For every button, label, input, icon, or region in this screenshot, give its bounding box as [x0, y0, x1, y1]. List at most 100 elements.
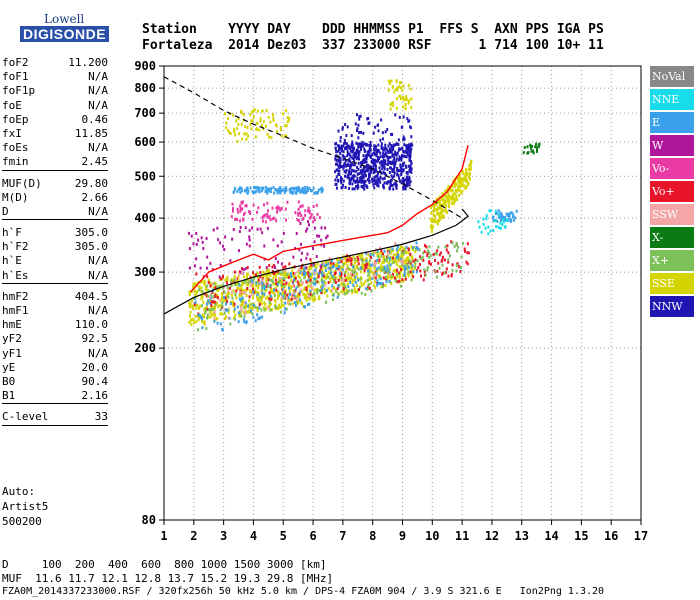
echo-point — [251, 280, 254, 284]
echo-point — [313, 269, 316, 273]
echo-point — [275, 288, 278, 292]
x-tick-label: 17 — [634, 529, 648, 543]
echo-point — [440, 203, 443, 207]
echo-point — [356, 172, 359, 176]
echo-point — [376, 172, 379, 176]
echo-point — [387, 158, 390, 162]
echo-point — [278, 303, 281, 307]
echo-point — [489, 209, 492, 213]
echo-point — [331, 284, 334, 288]
echo-point — [271, 272, 274, 276]
echo-point — [363, 147, 366, 151]
echo-point — [538, 142, 541, 146]
echo-point — [436, 269, 439, 273]
echo-point — [373, 273, 376, 277]
echo-point — [369, 140, 372, 144]
echo-point — [450, 197, 453, 201]
echo-point — [390, 174, 393, 178]
param-key: h`E — [2, 254, 22, 268]
echo-point — [339, 139, 342, 143]
echo-point — [419, 274, 422, 278]
echo-point — [397, 253, 400, 257]
echo-point — [213, 319, 216, 323]
echo-point — [253, 276, 256, 280]
echo-point — [290, 187, 293, 191]
echo-point — [333, 276, 336, 280]
echo-point — [265, 108, 268, 112]
echo-point — [252, 303, 255, 307]
echo-point — [211, 290, 214, 294]
echo-point — [438, 253, 441, 257]
echo-point — [321, 274, 324, 278]
echo-point — [254, 186, 257, 190]
echo-point — [434, 214, 437, 218]
echo-point — [258, 128, 261, 132]
echo-point — [248, 299, 251, 303]
echo-point — [239, 310, 242, 314]
echo-point — [350, 134, 353, 138]
echo-point — [250, 119, 253, 123]
echo-point — [236, 139, 239, 143]
echo-point — [310, 275, 313, 279]
echo-point — [245, 204, 248, 208]
echo-point — [403, 137, 406, 141]
echo-point — [257, 286, 260, 290]
echo-point — [377, 274, 380, 278]
echo-point — [488, 209, 491, 213]
echo-points — [187, 79, 541, 332]
echo-point — [239, 206, 242, 210]
echo-point — [236, 286, 239, 290]
echo-point — [320, 226, 323, 230]
echo-point — [470, 159, 473, 163]
echo-point — [360, 130, 363, 134]
echo-point — [322, 272, 325, 276]
echo-point — [266, 212, 269, 216]
echo-point — [269, 278, 272, 282]
echo-point — [336, 258, 339, 262]
echo-point — [372, 274, 375, 278]
echo-point — [343, 138, 346, 142]
echo-point — [392, 253, 395, 257]
param-value: 29.80 — [74, 176, 108, 190]
param-key: yE — [2, 360, 16, 374]
echo-point — [260, 189, 263, 193]
echo-point — [352, 153, 355, 157]
echo-point — [227, 117, 230, 121]
echo-point — [335, 276, 338, 280]
echo-point — [250, 279, 253, 283]
echo-point — [289, 272, 292, 276]
echo-point — [367, 116, 370, 120]
echo-point — [195, 320, 198, 324]
echo-point — [345, 142, 348, 146]
echo-point — [309, 278, 312, 282]
echo-point — [273, 265, 276, 269]
echo-point — [227, 295, 230, 299]
echo-point — [536, 147, 539, 151]
echo-point — [420, 257, 423, 261]
echo-point — [346, 152, 349, 156]
echo-point — [227, 128, 230, 132]
echo-point — [353, 268, 356, 272]
echo-point — [299, 270, 302, 274]
echo-point — [298, 276, 301, 280]
echo-point — [392, 104, 395, 108]
echo-point — [237, 278, 240, 282]
echo-point — [319, 264, 322, 268]
legend-item-sse: SSE — [650, 273, 694, 294]
echo-point — [406, 148, 409, 152]
echo-point — [289, 302, 292, 306]
echo-point — [340, 186, 343, 190]
echo-point — [340, 144, 343, 148]
echo-point — [366, 287, 369, 291]
echo-point — [286, 115, 289, 119]
echo-point — [373, 250, 376, 254]
echo-point — [293, 300, 296, 304]
echo-point — [289, 190, 292, 194]
param-row: yF1 N/A — [2, 347, 108, 361]
echo-point — [401, 277, 404, 281]
echo-point — [340, 265, 343, 269]
echo-point — [346, 144, 349, 148]
echo-point — [252, 290, 255, 294]
echo-point — [429, 205, 432, 209]
echo-point — [231, 202, 234, 206]
